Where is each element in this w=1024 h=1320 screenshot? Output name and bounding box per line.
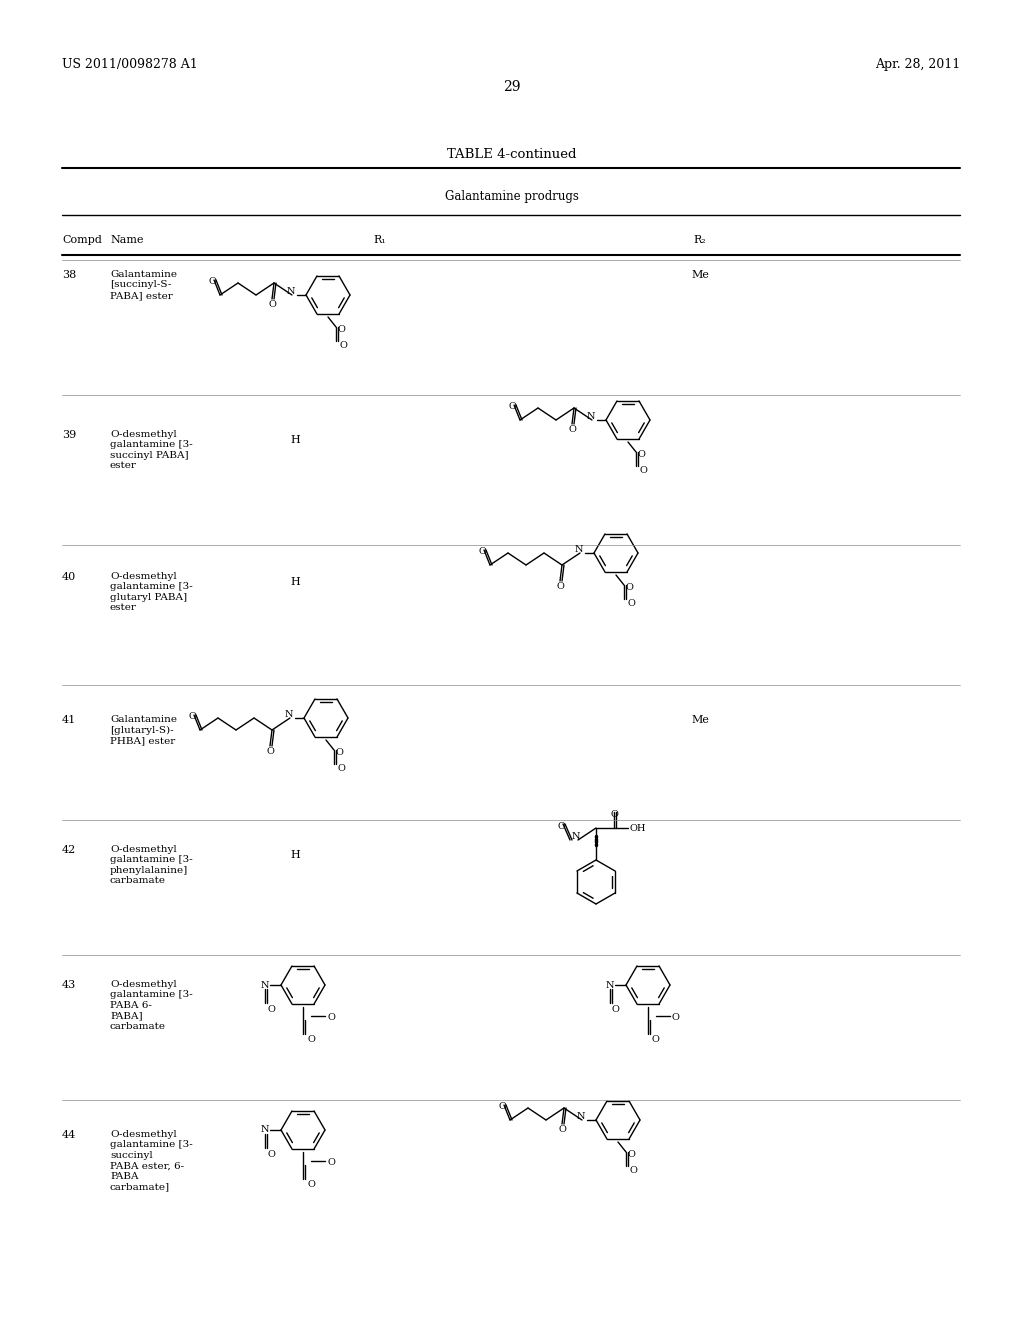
Text: 38: 38 bbox=[62, 271, 76, 280]
Text: O: O bbox=[327, 1012, 335, 1022]
Text: 40: 40 bbox=[62, 572, 76, 582]
Text: O-desmethyl
galantamine [3-
succinyl PABA]
ester: O-desmethyl galantamine [3- succinyl PAB… bbox=[110, 430, 193, 470]
Text: Galantamine
[glutaryl-S)-
PHBA] ester: Galantamine [glutaryl-S)- PHBA] ester bbox=[110, 715, 177, 744]
Text: O-desmethyl
galantamine [3-
succinyl
PABA ester, 6-
PABA
carbamate]: O-desmethyl galantamine [3- succinyl PAB… bbox=[110, 1130, 193, 1191]
Text: O: O bbox=[307, 1035, 314, 1044]
Text: N: N bbox=[587, 412, 595, 421]
Text: O: O bbox=[508, 403, 516, 411]
Text: O: O bbox=[626, 583, 634, 591]
Text: O: O bbox=[672, 1012, 680, 1022]
Text: 41: 41 bbox=[62, 715, 76, 725]
Text: O: O bbox=[340, 341, 348, 350]
Text: O-desmethyl
galantamine [3-
PABA 6-
PABA]
carbamate: O-desmethyl galantamine [3- PABA 6- PABA… bbox=[110, 979, 193, 1031]
Text: N: N bbox=[577, 1111, 586, 1121]
Text: N: N bbox=[606, 981, 614, 990]
Text: O-desmethyl
galantamine [3-
glutaryl PABA]
ester: O-desmethyl galantamine [3- glutaryl PAB… bbox=[110, 572, 193, 612]
Text: O: O bbox=[557, 822, 565, 832]
Text: R₁: R₁ bbox=[374, 235, 386, 246]
Text: Galantamine
[succinyl-S-
PABA] ester: Galantamine [succinyl-S- PABA] ester bbox=[110, 271, 177, 300]
Text: N: N bbox=[261, 1126, 269, 1134]
Text: O: O bbox=[628, 1150, 636, 1159]
Text: 42: 42 bbox=[62, 845, 76, 855]
Text: O: O bbox=[628, 599, 636, 609]
Text: O: O bbox=[336, 748, 344, 756]
Text: O-desmethyl
galantamine [3-
phenylalanine]
carbamate: O-desmethyl galantamine [3- phenylalanin… bbox=[110, 845, 193, 886]
Text: Apr. 28, 2011: Apr. 28, 2011 bbox=[874, 58, 961, 71]
Text: Name: Name bbox=[110, 235, 143, 246]
Text: O: O bbox=[266, 747, 274, 756]
Text: H: H bbox=[290, 850, 300, 861]
Text: H: H bbox=[290, 436, 300, 445]
Text: O: O bbox=[612, 1005, 620, 1014]
Text: N: N bbox=[285, 710, 293, 719]
Text: OH: OH bbox=[630, 824, 646, 833]
Text: O: O bbox=[568, 425, 575, 434]
Text: H: H bbox=[290, 577, 300, 587]
Text: O: O bbox=[630, 1166, 638, 1175]
Text: Compd: Compd bbox=[62, 235, 101, 246]
Text: O: O bbox=[267, 1150, 274, 1159]
Text: O: O bbox=[327, 1158, 335, 1167]
Text: TABLE 4-continued: TABLE 4-continued bbox=[447, 148, 577, 161]
Text: O: O bbox=[188, 711, 196, 721]
Text: Me: Me bbox=[691, 715, 709, 725]
Text: N: N bbox=[261, 981, 269, 990]
Text: 44: 44 bbox=[62, 1130, 76, 1140]
Text: 43: 43 bbox=[62, 979, 76, 990]
Text: O: O bbox=[478, 546, 486, 556]
Text: N: N bbox=[287, 286, 295, 296]
Text: R₂: R₂ bbox=[693, 235, 707, 246]
Text: 29: 29 bbox=[503, 81, 521, 94]
Text: US 2011/0098278 A1: US 2011/0098278 A1 bbox=[62, 58, 198, 71]
Text: N: N bbox=[574, 545, 584, 554]
Text: O: O bbox=[640, 466, 648, 475]
Text: O: O bbox=[268, 300, 275, 309]
Text: O: O bbox=[498, 1102, 506, 1111]
Text: O: O bbox=[307, 1180, 314, 1189]
Text: O: O bbox=[338, 325, 346, 334]
Text: O: O bbox=[267, 1005, 274, 1014]
Text: O: O bbox=[610, 810, 617, 818]
Text: O: O bbox=[638, 450, 646, 459]
Text: O: O bbox=[652, 1035, 659, 1044]
Text: 39: 39 bbox=[62, 430, 76, 440]
Text: O: O bbox=[556, 582, 564, 591]
Text: Me: Me bbox=[691, 271, 709, 280]
Text: O: O bbox=[338, 764, 346, 774]
Text: N: N bbox=[572, 832, 581, 841]
Text: O: O bbox=[558, 1125, 566, 1134]
Text: Galantamine prodrugs: Galantamine prodrugs bbox=[445, 190, 579, 203]
Text: O: O bbox=[208, 277, 216, 286]
